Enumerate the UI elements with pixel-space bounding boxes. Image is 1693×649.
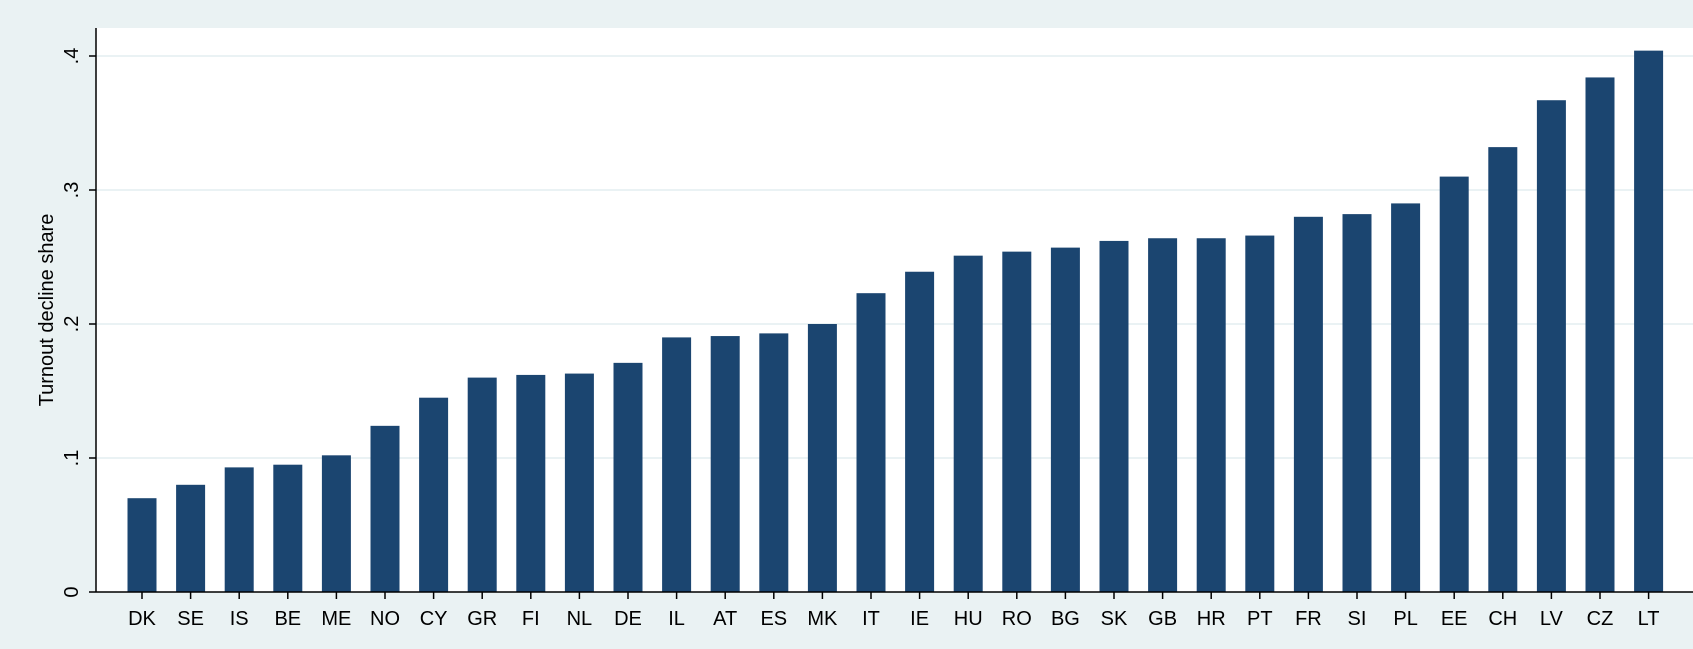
bar-ie bbox=[905, 271, 935, 592]
bar-ch bbox=[1488, 147, 1518, 592]
x-tick-label: DK bbox=[128, 608, 156, 630]
x-tick-label: RO bbox=[1002, 608, 1032, 630]
bar-cy bbox=[419, 397, 449, 592]
bar-cz bbox=[1585, 77, 1615, 592]
bar-no bbox=[370, 425, 400, 592]
x-tick-label: PT bbox=[1247, 608, 1273, 630]
x-tick-label: CH bbox=[1488, 608, 1517, 630]
x-tick-label: HU bbox=[954, 608, 983, 630]
x-tick-label: LT bbox=[1638, 608, 1660, 630]
x-tick-label: IT bbox=[862, 608, 880, 630]
bar-pl bbox=[1391, 203, 1421, 592]
y-tick-label: 0 bbox=[61, 586, 83, 597]
x-tick-label: GR bbox=[467, 608, 497, 630]
bar-at bbox=[710, 336, 740, 592]
bars bbox=[127, 50, 1664, 593]
y-tick-label: .2 bbox=[61, 316, 83, 333]
y-tick-label: .1 bbox=[61, 450, 83, 467]
x-tick-label: PL bbox=[1393, 608, 1417, 630]
x-tick-label: HR bbox=[1197, 608, 1226, 630]
bar-fi bbox=[516, 374, 546, 592]
x-tick-label: BE bbox=[274, 608, 301, 630]
bar-es bbox=[759, 333, 789, 592]
y-axis-label: Turnout decline share bbox=[36, 214, 58, 407]
x-tick-label: NL bbox=[567, 608, 593, 630]
bar-sk bbox=[1099, 240, 1129, 593]
x-tick-label: GB bbox=[1148, 608, 1177, 630]
bar-gb bbox=[1148, 238, 1178, 593]
y-tick-label: .4 bbox=[61, 48, 83, 65]
x-tick-label: MK bbox=[807, 608, 838, 630]
x-tick-label: FI bbox=[522, 608, 540, 630]
bar-pt bbox=[1245, 235, 1275, 592]
bar-lv bbox=[1536, 100, 1566, 592]
bar-gr bbox=[467, 377, 497, 592]
bar-be bbox=[273, 464, 303, 592]
bar-me bbox=[321, 455, 351, 592]
bar-it bbox=[856, 293, 886, 592]
x-tick-label: EE bbox=[1441, 608, 1468, 630]
bar-nl bbox=[564, 373, 594, 592]
x-tick-label: DE bbox=[614, 608, 642, 630]
x-tick-label: IL bbox=[668, 608, 685, 630]
bar-il bbox=[662, 337, 692, 592]
x-tick-label: SI bbox=[1348, 608, 1367, 630]
bar-si bbox=[1342, 214, 1372, 592]
bar-lt bbox=[1634, 50, 1664, 592]
bar-ee bbox=[1439, 176, 1469, 592]
x-ticks: DK SE IS BE ME NO CY GR FI NL DE IL AT ES MK IT IE HU RO BG… bbox=[128, 592, 1660, 630]
axes bbox=[95, 28, 1693, 593]
bar-mk bbox=[807, 324, 837, 592]
x-tick-label: SK bbox=[1101, 608, 1128, 630]
y-tick-label: .3 bbox=[61, 182, 83, 199]
bar-ro bbox=[1002, 251, 1032, 592]
y-ticks: 0 .1 .2 .3 .4 bbox=[61, 48, 96, 598]
x-tick-label: SE bbox=[177, 608, 204, 630]
x-tick-label: IE bbox=[910, 608, 929, 630]
x-tick-label: LV bbox=[1540, 608, 1564, 630]
x-tick-label: ES bbox=[760, 608, 787, 630]
x-tick-label: AT bbox=[713, 608, 737, 630]
plot-background bbox=[96, 28, 1693, 592]
x-tick-label: FR bbox=[1295, 608, 1322, 630]
bar-se bbox=[176, 484, 206, 592]
bar-bg bbox=[1050, 247, 1080, 592]
x-tick-label: ME bbox=[321, 608, 351, 630]
x-tick-label: NO bbox=[370, 608, 400, 630]
bar-dk bbox=[127, 498, 157, 592]
gridlines bbox=[96, 55, 1693, 459]
bar-hr bbox=[1196, 238, 1226, 593]
bar-de bbox=[613, 362, 643, 592]
bar-hu bbox=[953, 255, 983, 592]
x-tick-label: BG bbox=[1051, 608, 1080, 630]
x-tick-label: CZ bbox=[1587, 608, 1614, 630]
x-tick-label: CY bbox=[420, 608, 448, 630]
bar-is bbox=[224, 467, 254, 592]
bar-fr bbox=[1293, 216, 1323, 593]
x-tick-label: IS bbox=[230, 608, 249, 630]
